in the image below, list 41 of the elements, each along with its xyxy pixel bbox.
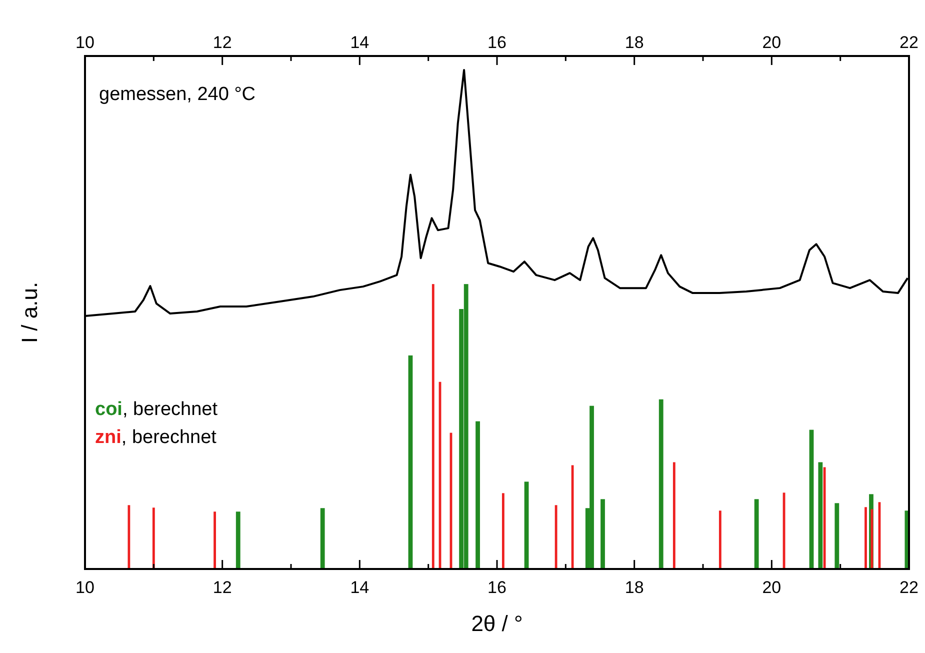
bar bbox=[152, 508, 155, 569]
bar bbox=[524, 482, 529, 569]
bar bbox=[870, 509, 874, 569]
bar bbox=[754, 499, 759, 569]
bar bbox=[834, 503, 840, 569]
x2-tick-label: 12 bbox=[212, 33, 232, 52]
bar bbox=[554, 505, 558, 569]
bar bbox=[658, 399, 664, 569]
text: coi, berechnet bbox=[95, 399, 218, 420]
bar bbox=[502, 493, 504, 569]
bar bbox=[600, 499, 605, 569]
x-tick-label: 20 bbox=[762, 578, 782, 597]
x2-tick-label: 22 bbox=[900, 33, 918, 52]
bar bbox=[476, 421, 480, 569]
x-tick-label: 12 bbox=[212, 578, 232, 597]
bar bbox=[672, 462, 676, 569]
bar bbox=[320, 508, 325, 569]
bar bbox=[236, 512, 240, 569]
x2-tick-label: 14 bbox=[350, 33, 370, 52]
x-axis-title: 2θ / ° bbox=[471, 611, 523, 636]
bar bbox=[408, 355, 413, 569]
x-tick-label: 16 bbox=[488, 578, 506, 597]
bar bbox=[590, 406, 594, 569]
bar bbox=[809, 430, 814, 569]
bar bbox=[432, 284, 434, 569]
x2-tick-label: 18 bbox=[624, 33, 644, 52]
y-axis-title: I / a.u. bbox=[17, 282, 42, 344]
x2-tick-label: 16 bbox=[488, 33, 506, 52]
bar bbox=[718, 510, 722, 569]
x-tick-label: 22 bbox=[900, 578, 918, 597]
x-tick-label: 18 bbox=[624, 578, 644, 597]
bar bbox=[214, 512, 216, 569]
x2-tick-label: 20 bbox=[762, 33, 782, 52]
text: zni, berechnet bbox=[95, 427, 218, 448]
bar bbox=[818, 462, 823, 569]
bar bbox=[128, 505, 130, 569]
x2-tick-label: 10 bbox=[76, 33, 94, 52]
bar bbox=[864, 507, 867, 569]
x-tick-label: 14 bbox=[350, 578, 370, 597]
text: gemessen, 240 °C bbox=[99, 84, 256, 105]
x-tick-label: 10 bbox=[76, 578, 94, 597]
